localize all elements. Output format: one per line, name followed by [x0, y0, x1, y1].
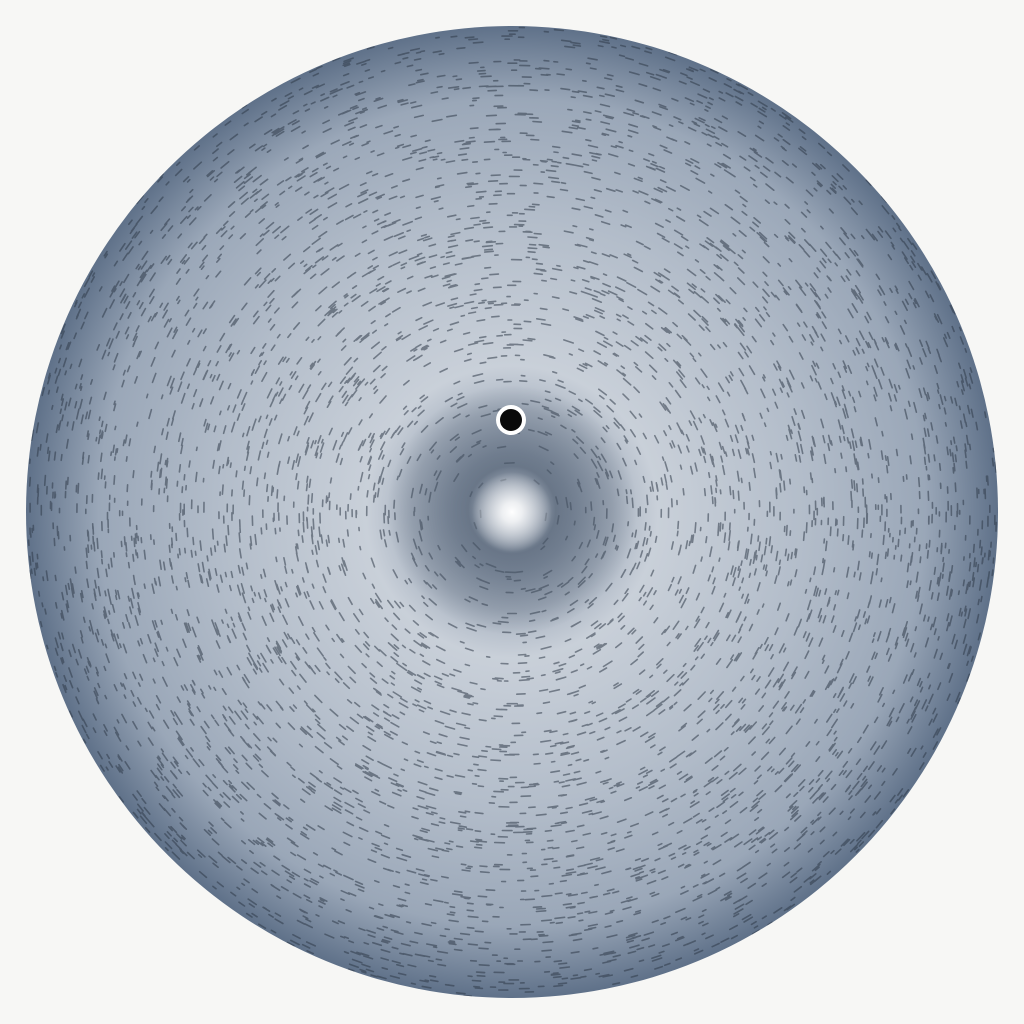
- center-glow: [472, 472, 552, 552]
- black-dot-icon: [496, 405, 526, 435]
